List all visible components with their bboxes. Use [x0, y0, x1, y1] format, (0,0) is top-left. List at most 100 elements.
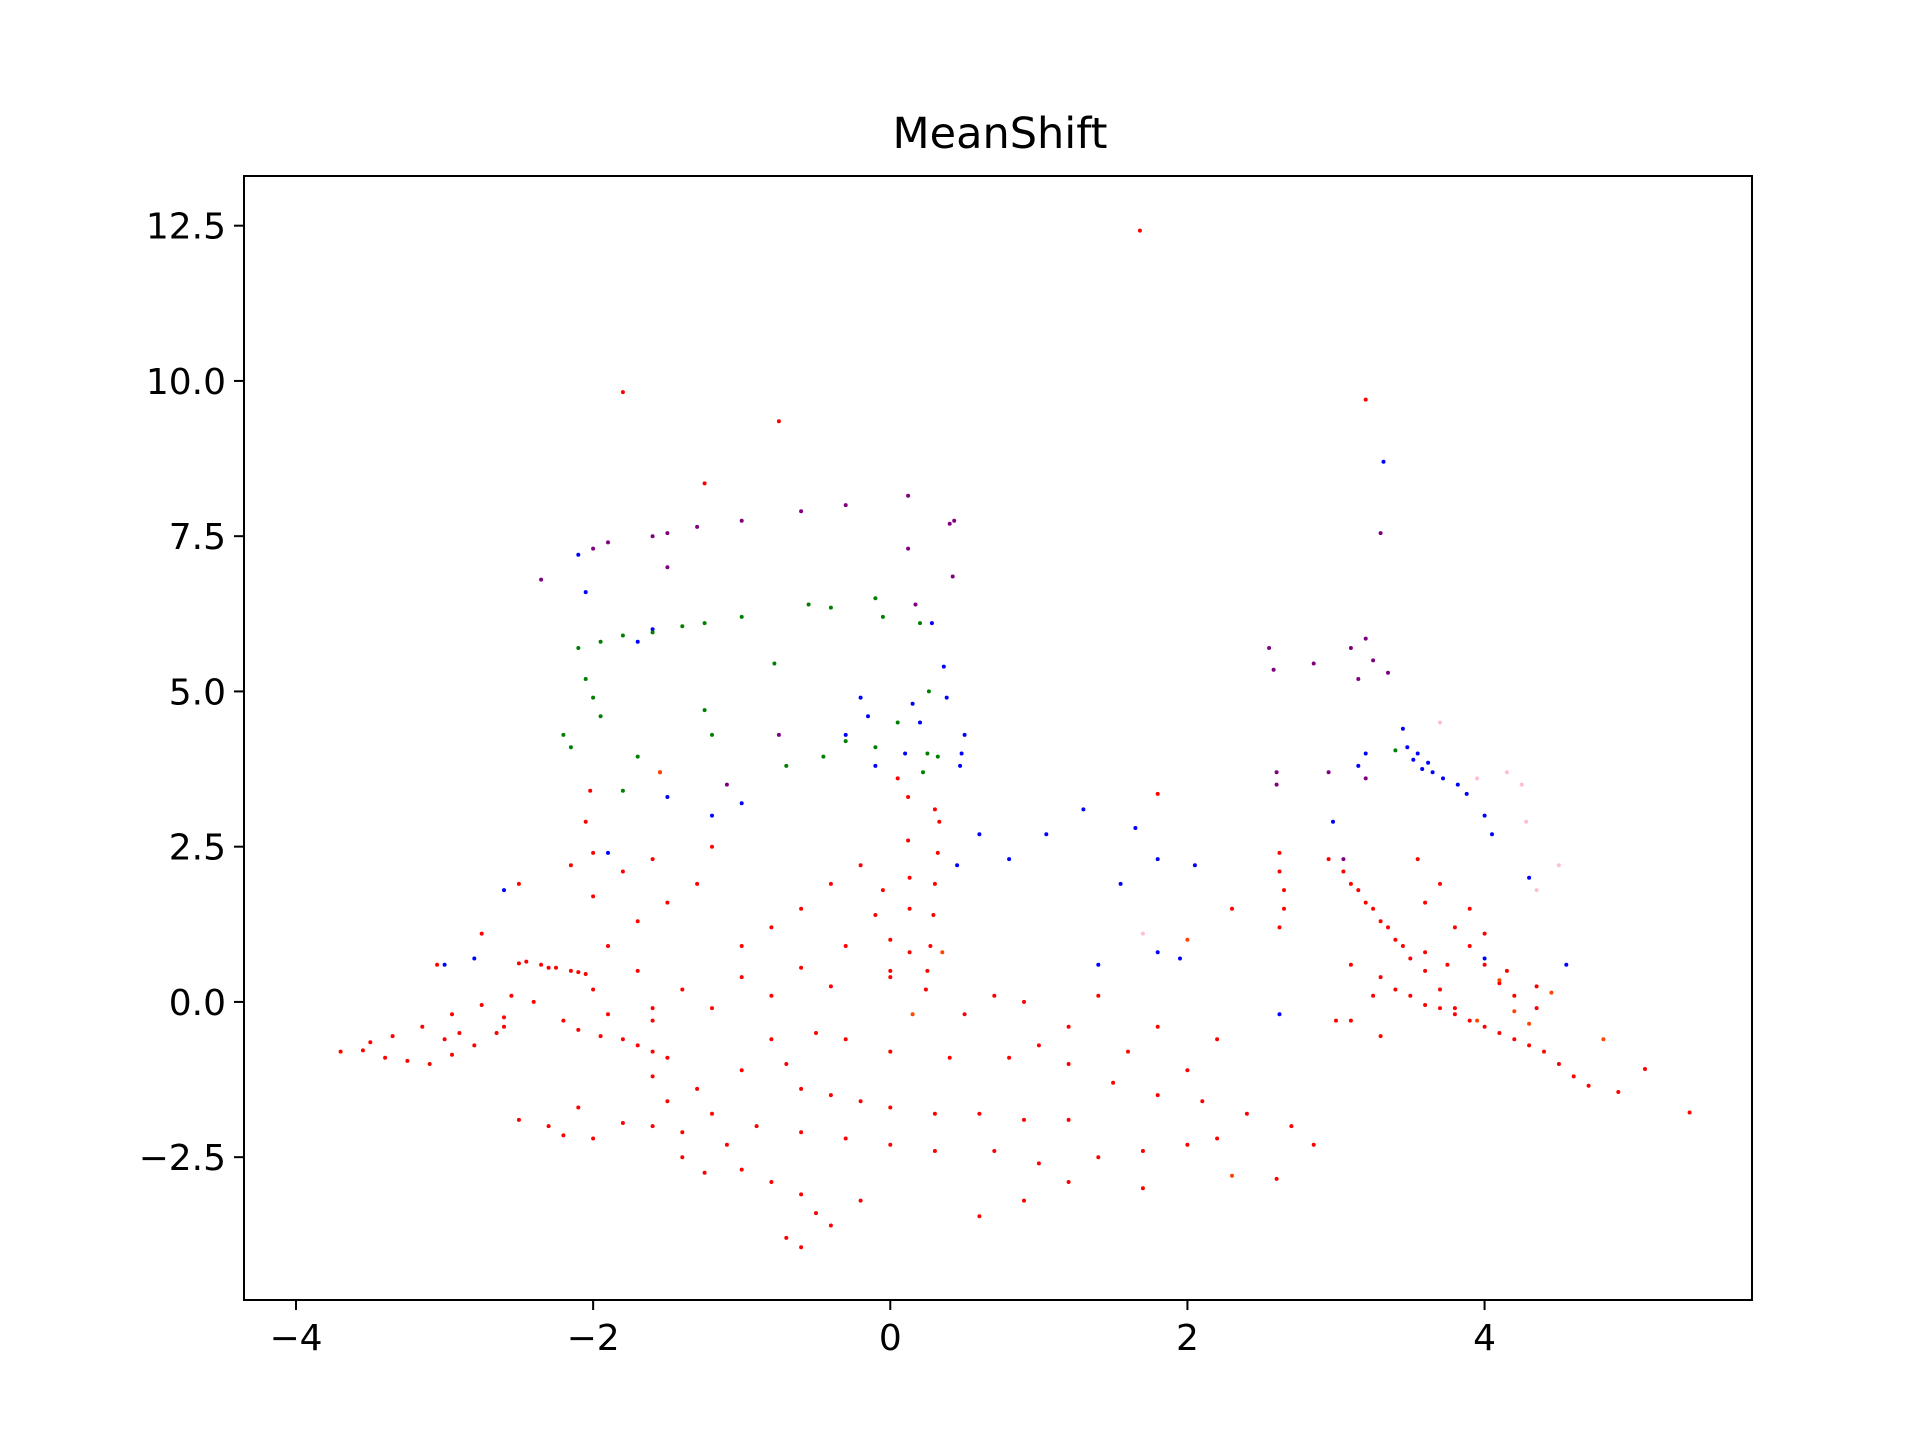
y-tick-label-1: 0.0 [169, 983, 226, 1024]
data-point-s0-220 [1155, 791, 1160, 796]
data-point-s2-26 [784, 763, 789, 768]
data-point-s3-19 [1386, 670, 1390, 675]
data-point-s1-52 [1356, 763, 1361, 768]
data-point-s0-155 [739, 1068, 744, 1073]
data-point-s1-42 [502, 888, 506, 893]
data-point-s2-6 [739, 614, 744, 619]
data-point-s1-24 [941, 664, 946, 669]
data-point-s0-0 [1137, 228, 1142, 233]
data-point-s0-221 [1534, 984, 1539, 989]
data-point-s0-102 [799, 1086, 804, 1091]
data-point-s0-132 [1274, 1176, 1279, 1181]
data-point-s2-24 [710, 732, 714, 737]
data-point-s5-2 [1556, 863, 1561, 868]
data-point-s0-32 [606, 944, 610, 948]
data-point-s2-5 [702, 621, 707, 626]
data-point-s0-11 [405, 1058, 410, 1063]
data-point-s4-8 [910, 1012, 915, 1017]
data-point-s0-74 [650, 1006, 655, 1011]
data-point-s2-10 [873, 596, 878, 601]
data-point-s1-18 [843, 732, 848, 737]
data-point-s0-84 [598, 1034, 603, 1039]
data-point-s1-16 [858, 695, 863, 700]
data-point-s1-47 [1178, 956, 1182, 961]
data-point-s0-144 [561, 1133, 566, 1138]
data-point-s0-115 [888, 1142, 893, 1147]
x-tick-label-0: −4 [269, 1318, 322, 1359]
data-point-s3-27 [1326, 770, 1331, 775]
data-point-s2-13 [926, 689, 931, 694]
data-point-s0-10 [383, 1055, 388, 1060]
data-point-s2-30 [935, 754, 940, 759]
data-point-s1-55 [1096, 962, 1101, 967]
data-point-s0-37 [591, 894, 596, 899]
data-point-s0-59 [906, 838, 911, 843]
data-point-s0-71 [799, 965, 804, 970]
data-point-s1-38 [576, 552, 581, 557]
data-point-s1-51 [1277, 1012, 1282, 1017]
data-point-s0-180 [1423, 950, 1428, 955]
data-point-s1-29 [1007, 857, 1012, 862]
data-point-s0-196 [1571, 1074, 1576, 1079]
data-point-s2-8 [806, 602, 811, 607]
data-point-s2-7 [772, 661, 777, 666]
data-point-s3-14 [950, 574, 955, 579]
data-point-s0-121 [814, 1211, 818, 1216]
data-point-s0-217 [1282, 906, 1286, 911]
data-point-s0-78 [591, 987, 596, 992]
data-point-s1-26 [903, 751, 908, 756]
data-point-s0-169 [1393, 937, 1398, 942]
data-point-s2-28 [873, 745, 878, 750]
data-point-s0-173 [1452, 1006, 1457, 1011]
data-point-s3-28 [1363, 776, 1368, 781]
data-point-s0-96 [888, 1049, 893, 1054]
data-point-s0-75 [502, 1024, 506, 1029]
data-point-s0-142 [516, 1117, 521, 1122]
data-point-s2-4 [680, 624, 685, 629]
data-point-s0-40 [739, 944, 744, 948]
data-point-s0-26 [554, 965, 558, 970]
data-point-s2-18 [598, 714, 603, 719]
data-point-s0-41 [769, 925, 774, 930]
y-tick-label-3: 5.0 [169, 672, 226, 713]
y-tick-label-4: 7.5 [169, 517, 226, 558]
data-point-s0-123 [799, 1245, 804, 1250]
data-point-s0-93 [435, 962, 440, 967]
data-point-s0-122 [784, 1235, 789, 1240]
data-point-s0-178 [1386, 925, 1390, 930]
data-point-s2-21 [620, 788, 625, 793]
data-point-s2-9 [828, 605, 833, 610]
data-point-s0-200 [1452, 925, 1457, 930]
data-point-s0-185 [1438, 1006, 1442, 1011]
data-point-s2-11 [880, 614, 885, 619]
data-point-s3-18 [1371, 658, 1376, 663]
data-point-s4-9 [940, 950, 945, 955]
data-point-s0-42 [799, 906, 804, 911]
data-point-s3-1 [591, 546, 596, 551]
data-point-s1-30 [1044, 832, 1049, 837]
data-point-s0-117 [992, 1149, 997, 1153]
data-point-s0-119 [769, 1180, 774, 1184]
data-point-s3-3 [650, 534, 655, 539]
y-tick-label-2: 2.5 [169, 828, 226, 869]
data-point-s0-77 [531, 999, 536, 1004]
data-point-s0-118 [739, 1167, 744, 1172]
data-point-s0-139 [1022, 1198, 1026, 1203]
data-point-s0-214 [1277, 850, 1282, 855]
scatter-points [338, 228, 1692, 1250]
data-point-s0-8 [338, 1049, 343, 1054]
data-point-s0-161 [1066, 1024, 1071, 1029]
data-point-s0-43 [828, 881, 833, 886]
data-point-s0-9 [360, 1048, 365, 1053]
data-point-s0-3 [1363, 397, 1368, 402]
data-point-s0-149 [680, 1130, 685, 1135]
data-point-s0-66 [769, 993, 774, 998]
data-point-s4-4 [1549, 990, 1554, 995]
data-point-s3-31 [724, 782, 729, 787]
data-point-s3-2 [606, 540, 610, 545]
data-point-s0-54 [932, 807, 937, 812]
data-point-s0-105 [888, 1105, 893, 1110]
data-point-s2-29 [895, 720, 900, 725]
